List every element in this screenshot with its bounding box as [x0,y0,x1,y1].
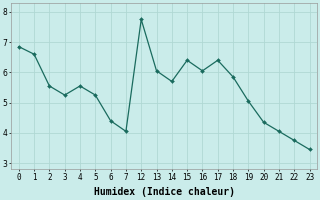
X-axis label: Humidex (Indice chaleur): Humidex (Indice chaleur) [94,187,235,197]
